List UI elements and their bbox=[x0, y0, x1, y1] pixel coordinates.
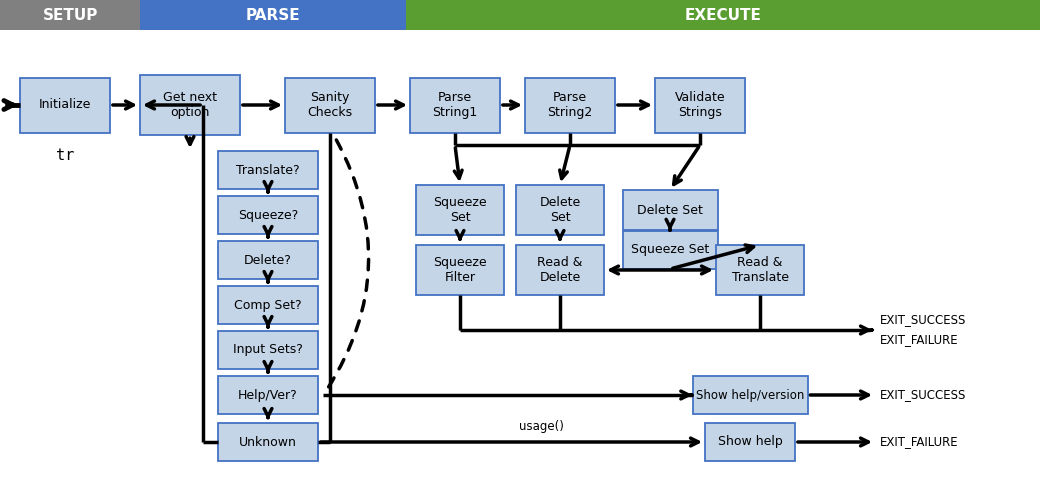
FancyBboxPatch shape bbox=[218, 423, 318, 461]
FancyBboxPatch shape bbox=[655, 78, 745, 132]
Text: EXIT_FAILURE: EXIT_FAILURE bbox=[880, 334, 959, 346]
Text: Parse
String1: Parse String1 bbox=[433, 91, 477, 119]
Text: Delete
Set: Delete Set bbox=[540, 196, 580, 224]
Text: Squeeze
Set: Squeeze Set bbox=[434, 196, 487, 224]
Text: tr: tr bbox=[56, 148, 74, 163]
FancyBboxPatch shape bbox=[416, 245, 504, 295]
Bar bbox=[140, 0, 406, 30]
Text: Squeeze
Filter: Squeeze Filter bbox=[434, 256, 487, 284]
Text: Sanity
Checks: Sanity Checks bbox=[308, 91, 353, 119]
FancyBboxPatch shape bbox=[410, 78, 500, 132]
Text: PARSE: PARSE bbox=[245, 8, 301, 22]
Text: EXECUTE: EXECUTE bbox=[684, 8, 761, 22]
FancyBboxPatch shape bbox=[218, 331, 318, 369]
FancyBboxPatch shape bbox=[140, 74, 240, 135]
Text: Read &
Delete: Read & Delete bbox=[538, 256, 582, 284]
Text: Initialize: Initialize bbox=[38, 98, 92, 112]
FancyBboxPatch shape bbox=[20, 78, 110, 132]
Text: Delete Set: Delete Set bbox=[638, 204, 703, 216]
FancyBboxPatch shape bbox=[218, 376, 318, 414]
FancyBboxPatch shape bbox=[218, 241, 318, 279]
FancyBboxPatch shape bbox=[218, 286, 318, 324]
Text: Parse
String2: Parse String2 bbox=[547, 91, 593, 119]
Text: EXIT_SUCCESS: EXIT_SUCCESS bbox=[880, 314, 966, 326]
FancyBboxPatch shape bbox=[705, 423, 795, 461]
FancyBboxPatch shape bbox=[516, 245, 604, 295]
FancyBboxPatch shape bbox=[525, 78, 615, 132]
FancyBboxPatch shape bbox=[416, 185, 504, 235]
Text: EXIT_FAILURE: EXIT_FAILURE bbox=[880, 436, 959, 448]
Text: Read &
Translate: Read & Translate bbox=[731, 256, 788, 284]
FancyBboxPatch shape bbox=[218, 151, 318, 189]
FancyBboxPatch shape bbox=[693, 376, 807, 414]
Text: Show help: Show help bbox=[718, 436, 782, 448]
Text: Comp Set?: Comp Set? bbox=[234, 298, 302, 312]
Text: Delete?: Delete? bbox=[244, 254, 292, 266]
FancyBboxPatch shape bbox=[623, 190, 718, 230]
Text: Squeeze?: Squeeze? bbox=[238, 208, 298, 222]
FancyBboxPatch shape bbox=[285, 78, 375, 132]
Text: Get next
option: Get next option bbox=[163, 91, 217, 119]
FancyBboxPatch shape bbox=[716, 245, 804, 295]
FancyBboxPatch shape bbox=[218, 196, 318, 234]
Text: Squeeze Set: Squeeze Set bbox=[631, 244, 709, 256]
Text: EXIT_SUCCESS: EXIT_SUCCESS bbox=[880, 388, 966, 402]
Text: Show help/version: Show help/version bbox=[696, 388, 804, 402]
FancyBboxPatch shape bbox=[623, 231, 718, 269]
FancyBboxPatch shape bbox=[516, 185, 604, 235]
Text: SETUP: SETUP bbox=[43, 8, 98, 22]
Text: Unknown: Unknown bbox=[239, 436, 297, 448]
Text: Translate?: Translate? bbox=[236, 164, 300, 176]
Bar bbox=[0, 0, 140, 30]
Text: Input Sets?: Input Sets? bbox=[233, 344, 303, 356]
Text: Help/Ver?: Help/Ver? bbox=[238, 388, 297, 402]
Text: Validate
Strings: Validate Strings bbox=[675, 91, 725, 119]
Bar bbox=[406, 0, 1040, 30]
Text: usage(): usage() bbox=[519, 420, 564, 433]
